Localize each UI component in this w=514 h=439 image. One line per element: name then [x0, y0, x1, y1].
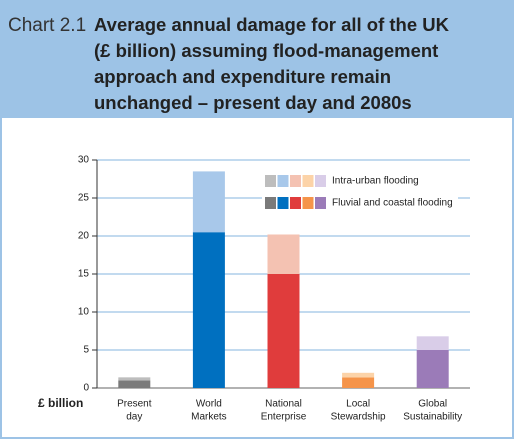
x-tick-label: Local — [346, 399, 370, 410]
y-tick-label: 10 — [78, 307, 90, 318]
x-tick-label: Present — [117, 399, 152, 410]
legend-swatch — [302, 175, 314, 187]
y-tick-label: 25 — [78, 193, 90, 204]
y-tick-label: 15 — [78, 269, 90, 280]
legend-swatch — [290, 197, 301, 209]
chart-title: Average annual damage for all of the UK — [94, 14, 450, 35]
legend-swatch — [265, 197, 276, 209]
bar-segment — [118, 377, 151, 381]
bar-segment — [267, 274, 300, 388]
x-tick-label: Sustainability — [403, 412, 462, 423]
legend-label: Intra-urban flooding — [332, 176, 419, 187]
x-tick-label: National — [265, 399, 302, 410]
bar-segment — [267, 234, 300, 274]
legend-label: Fluvial and coastal flooding — [332, 198, 453, 209]
legend-swatch — [277, 175, 289, 187]
bar-segment — [192, 171, 225, 233]
chart-title: (£ billion) assuming flood-management — [94, 40, 438, 61]
bar-segment — [118, 380, 151, 388]
y-tick-label: 20 — [78, 231, 90, 242]
legend-swatch — [277, 197, 289, 209]
legend-swatch — [290, 175, 301, 187]
y-tick-label: 5 — [83, 345, 89, 356]
bar-segment — [342, 372, 375, 378]
y-tick-label: 30 — [78, 155, 90, 166]
chart-title: approach and expenditure remain — [94, 66, 391, 87]
bar-segment — [192, 232, 225, 388]
legend-swatch — [302, 197, 314, 209]
header-band — [1, 1, 513, 118]
bar-segment — [416, 336, 449, 350]
x-tick-label: Markets — [191, 412, 227, 423]
x-tick-label: Stewardship — [331, 412, 386, 423]
y-tick-label: 0 — [83, 383, 89, 394]
y-axis-label: £ billion — [38, 396, 83, 410]
x-tick-label: World — [196, 399, 222, 410]
legend-swatch — [315, 175, 326, 187]
legend-swatch — [265, 175, 276, 187]
legend-swatch — [315, 197, 326, 209]
chart-number: Chart 2.1 — [8, 15, 86, 36]
x-tick-label: Global — [418, 399, 447, 410]
x-tick-label: Enterprise — [261, 412, 307, 423]
x-tick-label: day — [126, 412, 142, 423]
chart-title: unchanged – present day and 2080s — [94, 92, 412, 113]
bar-segment — [342, 377, 375, 388]
bar-segment — [416, 350, 449, 388]
